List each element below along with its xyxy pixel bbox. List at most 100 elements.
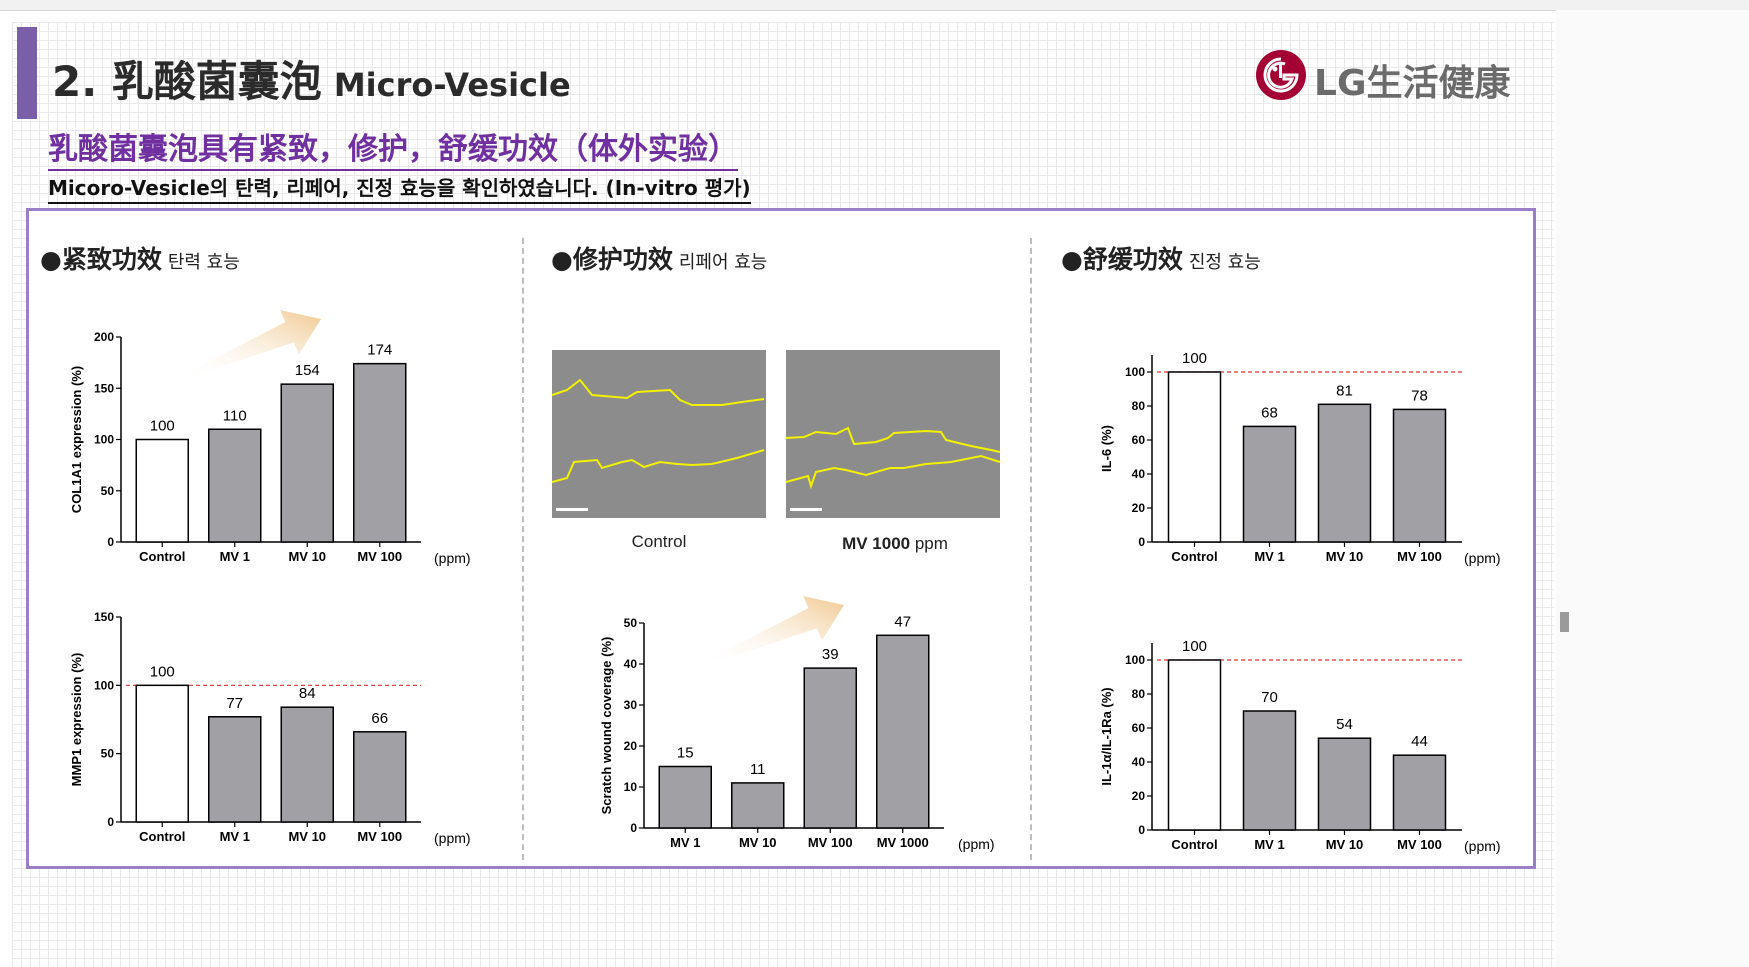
data-label: 39 <box>822 646 839 663</box>
bar <box>803 667 857 829</box>
data-label: 54 <box>1336 716 1353 733</box>
bar <box>135 438 189 543</box>
bar <box>1317 403 1372 543</box>
y-tick-label: 0 <box>1138 823 1145 837</box>
y-tick-label: 0 <box>107 535 114 549</box>
section-title: ●修护功效 <box>551 245 673 274</box>
y-tick-label: 100 <box>94 678 114 692</box>
subtitle-chinese: 乳酸菌囊泡具有紧致，修护，舒缓功效（体外实验） <box>48 124 738 171</box>
data-label: 15 <box>677 745 694 762</box>
data-label: 100 <box>1182 350 1207 367</box>
x-tick-label: MV 100 <box>1397 549 1442 564</box>
y-tick-label: 30 <box>624 698 638 712</box>
y-tick-label: 60 <box>1132 721 1146 735</box>
data-label: 100 <box>150 418 175 435</box>
wound-coverage-bar-chart: 0 10 20 30 40 50 Scratch wound coverage (%) 15 M… <box>599 596 995 852</box>
data-label: 44 <box>1411 733 1428 750</box>
bar <box>135 684 189 823</box>
data-label: 78 <box>1411 387 1428 404</box>
bar <box>280 706 334 823</box>
y-tick-label: 40 <box>1132 755 1146 769</box>
scrollbar-thumb[interactable] <box>1560 612 1569 632</box>
logo-text: LG生活健康 <box>1314 63 1511 104</box>
data-label: 84 <box>299 685 316 702</box>
y-axis-label: Scratch wound coverage (%) <box>599 637 614 815</box>
trend-arrow-shape <box>180 310 321 380</box>
bar <box>876 634 930 829</box>
y-tick-label: 150 <box>94 381 114 395</box>
data-label: 70 <box>1261 689 1278 706</box>
y-tick-label: 50 <box>101 747 115 761</box>
section-subtitle: 진정 효능 <box>1188 252 1261 273</box>
column-divider <box>522 238 524 860</box>
photo-label-mv-value: MV 1000 <box>842 534 911 553</box>
y-tick-label: 40 <box>1132 467 1146 481</box>
photo-label-mv-unit: ppm <box>914 534 948 553</box>
section-title: ●舒缓功效 <box>1061 245 1183 274</box>
bar <box>1392 754 1447 831</box>
x-tick-label: MV 1 <box>220 549 250 564</box>
section-heading-firming: ●紧致功效 탄력 효능 <box>40 240 240 276</box>
y-tick-label: 20 <box>1132 501 1146 515</box>
x-tick-label: MV 100 <box>1397 837 1442 852</box>
bar <box>208 716 262 823</box>
y-tick-label: 80 <box>1132 687 1146 701</box>
x-axis-unit-label: (ppm) <box>1464 550 1501 566</box>
y-axis-label: MMP1 expression (%) <box>69 653 84 787</box>
microscopy-mv-image <box>786 350 1001 518</box>
data-label: 154 <box>295 362 320 379</box>
trend-arrow-shape <box>703 596 844 666</box>
brand-logo: LG生活健康 <box>1256 50 1526 104</box>
x-tick-label: MV 1 <box>220 829 250 844</box>
x-tick-label: MV 1 <box>670 835 700 850</box>
y-axis-label: IL-6 (%) <box>1099 425 1114 472</box>
title-english: Micro-Vesicle <box>333 66 571 104</box>
column-divider <box>1030 238 1032 860</box>
bar <box>1167 659 1222 831</box>
il1a-ratio-bar-chart: 0 20 40 60 80 100 IL-1α/IL-1Ra (%) 100 Control 70… <box>1099 638 1501 854</box>
microscopy-control-image <box>552 350 766 518</box>
col1a1-bar-chart: 0 50 100 150 200 COL1A1 expression (%) 100 Cont… <box>69 310 471 566</box>
right-gutter <box>1556 10 1749 967</box>
bar <box>1392 408 1447 543</box>
y-tick-label: 80 <box>1132 399 1146 413</box>
x-axis-unit-label: (ppm) <box>958 836 995 852</box>
x-tick-label: MV 100 <box>808 835 853 850</box>
lg-logo-icon <box>1256 50 1306 100</box>
section-title: ●紧致功效 <box>40 245 162 274</box>
bar <box>731 782 785 829</box>
bar <box>1242 710 1297 831</box>
bar <box>353 731 407 823</box>
subtitle-korean: Micoro-Vesicle의 탄력, 리페어, 진정 효능을 확인하였습니다.… <box>48 172 751 204</box>
x-axis-unit-label: (ppm) <box>434 550 471 566</box>
x-tick-label: MV 1 <box>1254 837 1284 852</box>
il6-bar-chart: 0 20 40 60 80 100 IL-6 (%) 100 Control 68 MV 1 81 MV… <box>1099 350 1501 566</box>
x-tick-label: MV 10 <box>1326 837 1364 852</box>
y-tick-label: 50 <box>101 484 115 498</box>
y-tick-label: 60 <box>1132 433 1146 447</box>
y-tick-label: 0 <box>630 821 637 835</box>
bar <box>1167 371 1222 543</box>
x-tick-label: Control <box>139 829 185 844</box>
photo-label-mv: MV 1000 ppm <box>836 534 954 554</box>
x-tick-label: MV 100 <box>357 549 402 564</box>
data-label: 11 <box>750 761 766 778</box>
section-heading-repair: ●修护功效 리페어 효능 <box>551 240 767 276</box>
data-label: 100 <box>150 663 175 680</box>
bar <box>208 428 262 543</box>
section-subtitle: 탄력 효능 <box>167 252 240 273</box>
y-tick-label: 20 <box>1132 789 1146 803</box>
x-tick-label: MV 10 <box>1326 549 1364 564</box>
x-axis-unit-label: (ppm) <box>434 830 471 846</box>
x-tick-label: Control <box>1171 549 1217 564</box>
y-tick-label: 200 <box>94 330 114 344</box>
y-tick-label: 20 <box>624 739 638 753</box>
window-top-bar <box>0 0 1749 11</box>
y-tick-label: 10 <box>624 780 638 794</box>
data-label: 100 <box>1182 638 1207 655</box>
y-tick-label: 50 <box>624 616 638 630</box>
bar <box>280 383 334 543</box>
data-label: 68 <box>1261 404 1278 421</box>
x-tick-label: MV 1000 <box>877 835 929 850</box>
data-label: 110 <box>223 407 247 424</box>
